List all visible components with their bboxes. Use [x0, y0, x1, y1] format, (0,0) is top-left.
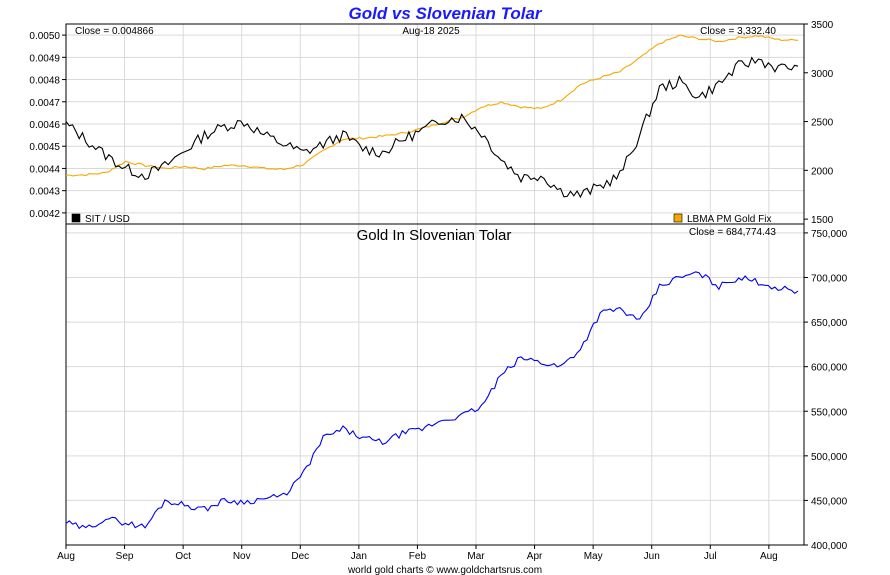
- right-bottom-tick-label: 550,000: [811, 407, 848, 418]
- gold-fix-series-line: [65, 34, 799, 177]
- x-tick-label: Oct: [175, 551, 191, 562]
- top-panel-grid: [65, 24, 804, 224]
- right-bottom-tick-label: 600,000: [811, 363, 848, 374]
- x-tick-label: Jan: [351, 551, 367, 562]
- right-bottom-tick-label: 500,000: [811, 452, 848, 463]
- date-label: Aug-18 2025: [402, 26, 460, 37]
- left-tick-label: 0.0044: [29, 164, 60, 175]
- sit-usd-series-line: [65, 56, 799, 199]
- right-bottom-tick-label: 700,000: [811, 274, 848, 285]
- x-tick-label: Sep: [116, 551, 134, 562]
- top-panel-lines: [65, 34, 799, 199]
- right-top-tick-label: 3500: [811, 20, 834, 31]
- chart-title: Gold vs Slovenian Tolar: [348, 4, 542, 23]
- right-bottom-tick-label: 650,000: [811, 318, 848, 329]
- sit-legend-swatch: [71, 213, 81, 223]
- right-bottom-tick-label: 450,000: [811, 496, 848, 507]
- x-tick-label: Mar: [467, 551, 485, 562]
- sit-close-label: Close = 0.004866: [75, 26, 154, 37]
- right-bottom-tick-label: 400,000: [811, 541, 848, 552]
- left-tick-label: 0.0048: [29, 76, 60, 87]
- x-axis-ticks: Aug Sep Oct Nov Dec Jan Feb Mar Apr May Jun Jul Aug: [57, 545, 778, 562]
- gold-close-label: Close = 3,332.40: [700, 26, 776, 37]
- gold-sit-close-label: Close = 684,774.43: [689, 227, 776, 238]
- left-tick-label: 0.0047: [29, 98, 60, 109]
- left-axis-ticks: 0.0050 0.0049 0.0048 0.0047 0.0046 0.0045 0.00…: [29, 31, 66, 220]
- bottom-panel-grid: [65, 224, 804, 546]
- right-bottom-axis-ticks: 750,000 700,000 650,000 600,000 550,000 500,0…: [804, 229, 848, 552]
- right-top-axis-ticks: 3500 3000 2500 2000 1500: [804, 20, 834, 226]
- gold-legend-swatch: [673, 213, 683, 223]
- x-tick-label: Aug: [57, 551, 75, 562]
- left-tick-label: 0.0042: [29, 209, 60, 220]
- bottom-panel-frame: [65, 223, 805, 546]
- x-tick-label: Jun: [644, 551, 660, 562]
- left-tick-label: 0.0049: [29, 53, 60, 64]
- gold-legend-label: LBMA PM Gold Fix: [687, 214, 771, 225]
- right-bottom-tick-label: 750,000: [811, 229, 848, 240]
- left-tick-label: 0.0050: [29, 31, 60, 42]
- x-tick-label: Aug: [760, 551, 778, 562]
- right-top-tick-label: 3000: [811, 69, 834, 80]
- x-tick-label: Feb: [409, 551, 427, 562]
- x-tick-label: Apr: [527, 551, 543, 562]
- sit-legend-label: SIT / USD: [85, 214, 130, 225]
- x-tick-label: Dec: [291, 551, 309, 562]
- x-tick-label: Nov: [233, 551, 251, 562]
- right-top-tick-label: 2500: [811, 118, 834, 129]
- x-tick-label: May: [584, 551, 603, 562]
- x-tick-label: Jul: [704, 551, 717, 562]
- right-top-tick-label: 2000: [811, 166, 834, 177]
- bottom-subtitle: Gold In Slovenian Tolar: [357, 227, 512, 244]
- left-tick-label: 0.0046: [29, 120, 60, 131]
- gold-in-sit-series-line: [65, 271, 799, 530]
- footer-credit: world gold charts © www.goldchartsrus.co…: [347, 565, 542, 575]
- bottom-panel-lines: [65, 271, 799, 530]
- left-tick-label: 0.0043: [29, 187, 60, 198]
- left-tick-label: 0.0045: [29, 142, 60, 153]
- right-top-tick-label: 1500: [811, 215, 834, 226]
